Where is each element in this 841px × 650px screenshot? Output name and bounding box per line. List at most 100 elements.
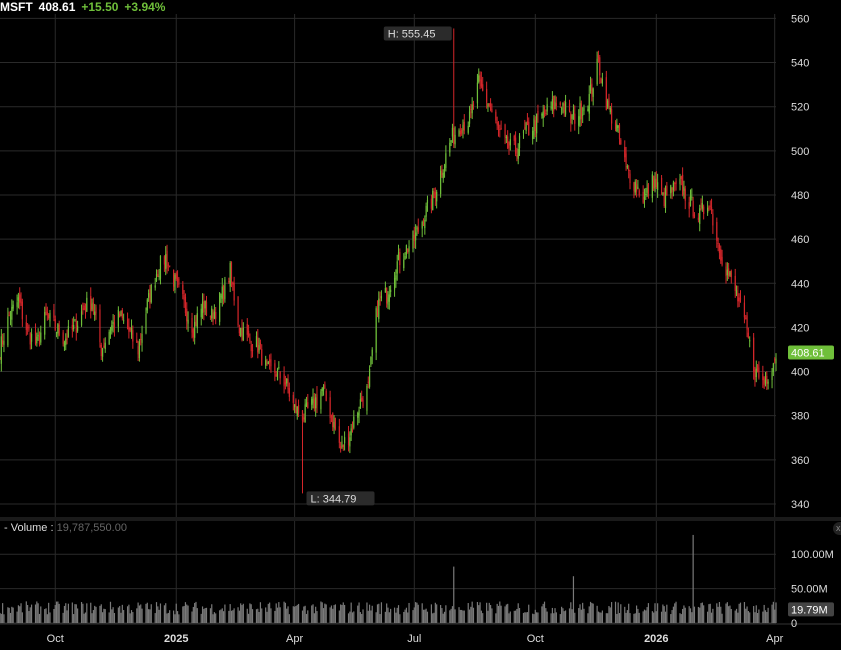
- candle-body: [614, 122, 617, 129]
- candle-body: [276, 368, 279, 381]
- volume-bar: [570, 602, 572, 623]
- candle-body: [601, 78, 603, 84]
- volume-bar: [361, 613, 363, 623]
- candle-body: [126, 319, 129, 330]
- candle-body: [534, 120, 536, 131]
- candle-body: [775, 358, 777, 364]
- volume-bar: [763, 604, 765, 623]
- volume-bar: [379, 614, 381, 623]
- volume-bar: [0, 612, 1, 623]
- candle-body: [479, 74, 481, 82]
- candle-body: [284, 382, 287, 385]
- volume-bar: [266, 611, 268, 623]
- volume-bar: [123, 610, 125, 623]
- volume-bar: [662, 604, 664, 623]
- volume-bar: [37, 603, 39, 623]
- volume-bar: [27, 604, 29, 623]
- candle-body: [247, 330, 250, 337]
- volume-bar: [717, 606, 719, 623]
- candle-body: [637, 186, 639, 189]
- candle-body: [730, 270, 732, 278]
- candle-body: [388, 294, 390, 302]
- candle-body: [709, 205, 711, 207]
- volume-bar: [80, 602, 83, 623]
- volume-bar: [288, 614, 290, 623]
- candle-body: [680, 176, 682, 180]
- candle-body: [541, 114, 543, 116]
- candle-body: [440, 170, 442, 194]
- candle-body: [3, 341, 5, 346]
- candle-body: [543, 106, 546, 114]
- volume-bar: [762, 611, 764, 623]
- candle-body: [625, 153, 627, 165]
- volume-bar: [311, 605, 313, 623]
- volume-bar: [718, 602, 721, 623]
- candle-body: [537, 110, 539, 115]
- candle-body: [178, 278, 180, 286]
- volume-bar: [378, 603, 380, 623]
- volume-bar: [367, 610, 369, 623]
- volume-bar: [524, 612, 526, 623]
- candle-body: [54, 319, 56, 330]
- volume-bar: [332, 608, 334, 623]
- volume-bar: [663, 606, 665, 623]
- price-change-percent: +3.94%: [124, 0, 166, 14]
- volume-bar: [689, 608, 692, 623]
- volume-bar: [342, 602, 344, 623]
- time-tick-label: 2025: [164, 633, 188, 645]
- last-price-tag-label: 408.61: [791, 348, 825, 360]
- volume-bar: [670, 614, 672, 623]
- volume-bar: [240, 603, 242, 623]
- volume-bar: [368, 604, 371, 623]
- candle-body: [238, 327, 240, 334]
- candle-body: [109, 330, 112, 334]
- volume-bar: [215, 613, 217, 623]
- volume-bar: [201, 606, 204, 623]
- volume-bar: [434, 602, 436, 623]
- candle-body: [82, 308, 84, 310]
- candle-body: [94, 311, 96, 316]
- volume-bar: [186, 604, 188, 623]
- candle-body: [663, 191, 665, 206]
- candle-body: [213, 311, 215, 319]
- candle-body: [633, 182, 635, 191]
- close-volume-icon[interactable]: x: [833, 522, 841, 535]
- candle-body: [357, 412, 359, 418]
- volume-bar: [461, 609, 463, 623]
- candle-body: [422, 222, 425, 226]
- candle-body: [638, 190, 640, 196]
- candle-body: [739, 298, 742, 300]
- volume-bar: [30, 604, 33, 623]
- candle-body: [341, 441, 343, 447]
- volume-bar: [682, 608, 684, 623]
- time-tick-label: Oct: [47, 633, 64, 645]
- volume-bar: [140, 604, 142, 623]
- volume-bar: [126, 606, 129, 623]
- candle-body: [321, 388, 323, 392]
- candle-body: [651, 174, 653, 198]
- volume-bar: [90, 602, 92, 623]
- candle-body: [104, 342, 106, 350]
- volume-bar: [9, 612, 12, 623]
- volume-bar: [211, 604, 213, 623]
- candle-body: [450, 140, 452, 143]
- candle-body: [46, 311, 48, 316]
- volume-bar: [424, 609, 426, 623]
- volume-bar: [703, 605, 705, 623]
- volume-bar: [237, 607, 239, 623]
- candle-body: [195, 320, 197, 327]
- candle-body: [610, 109, 613, 124]
- volume-bar: [672, 606, 675, 623]
- volume-bar: [525, 612, 527, 623]
- candle-body: [220, 295, 222, 298]
- volume-bar: [728, 606, 730, 623]
- volume-bar: [296, 604, 298, 623]
- candle-body: [136, 339, 138, 343]
- candle-body: [48, 314, 50, 318]
- volume-bar: [343, 604, 346, 623]
- candle-body: [378, 298, 380, 319]
- candle-body: [380, 296, 383, 299]
- candle-body: [117, 309, 119, 327]
- volume-bar: [580, 609, 582, 623]
